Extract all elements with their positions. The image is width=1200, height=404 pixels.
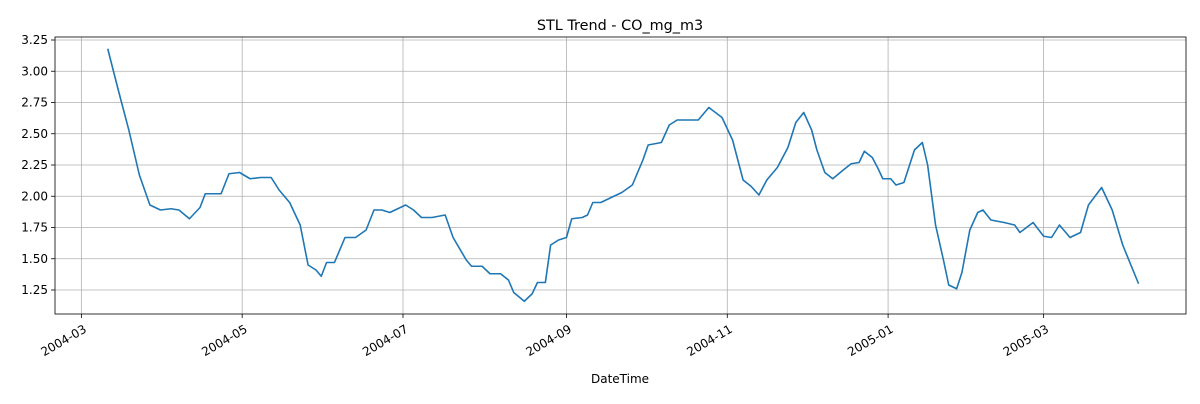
y-tick-label: 2.25: [21, 158, 48, 172]
y-tick-label: 3.25: [21, 33, 48, 47]
y-tick-label: 2.00: [21, 189, 48, 203]
y-tick-label: 2.50: [21, 127, 48, 141]
x-tick-label: 2004-03: [38, 322, 88, 359]
x-tick-label: 2004-07: [360, 322, 410, 359]
plot-frame: [54, 36, 1187, 315]
y-tick-label: 1.50: [21, 252, 48, 266]
y-tick-label: 2.75: [21, 96, 48, 110]
y-tick-label: 1.75: [21, 221, 48, 235]
y-tick-label: 3.00: [21, 64, 48, 78]
series-line: [106, 48, 1140, 303]
x-axis-label: DateTime: [591, 372, 649, 386]
x-tick-label: 2004-05: [199, 322, 249, 359]
x-tick-label: 2004-11: [684, 322, 734, 359]
x-tick-label: 2004-09: [524, 322, 574, 359]
x-tick-label: 2005-03: [1001, 322, 1051, 359]
y-tick-label: 1.25: [21, 283, 48, 297]
x-tick-label: 2005-01: [845, 322, 895, 359]
chart-title: STL Trend - CO_mg_m3: [537, 18, 703, 34]
